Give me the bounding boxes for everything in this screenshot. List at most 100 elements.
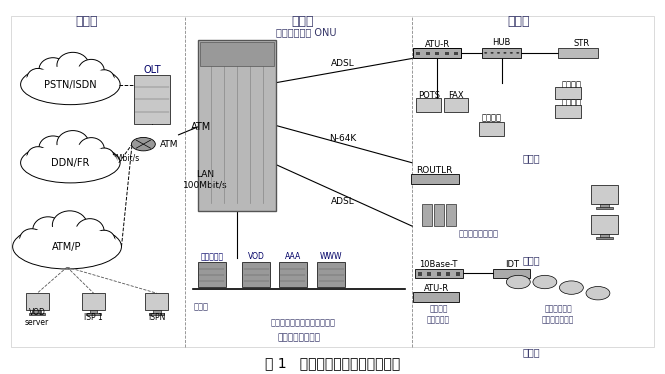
Ellipse shape [78, 138, 104, 160]
Ellipse shape [21, 142, 120, 183]
Bar [411, 174, 459, 184]
Text: WWW: WWW [320, 252, 342, 261]
Bar [153, 310, 160, 314]
Text: HUB: HUB [493, 38, 511, 47]
Circle shape [516, 52, 519, 54]
Text: PSTN/ISDN: PSTN/ISDN [44, 80, 96, 89]
Text: 图 1   智能小区解决方案基本结构: 图 1 智能小区解决方案基本结构 [265, 356, 400, 370]
Bar [437, 272, 441, 276]
Text: ATM/P: ATM/P [53, 242, 82, 252]
Bar [90, 310, 98, 314]
Bar [600, 204, 609, 208]
Text: FAX: FAX [448, 91, 464, 100]
Text: 2Mbit/s: 2Mbit/s [111, 153, 140, 162]
Bar [456, 272, 460, 276]
Circle shape [510, 52, 513, 54]
Bar [414, 48, 462, 58]
Text: 路灯、煤气、停车场等监控台: 路灯、煤气、停车场等监控台 [270, 319, 335, 328]
Ellipse shape [15, 226, 119, 267]
Text: ATM: ATM [191, 122, 211, 132]
Bar [416, 36, 648, 151]
Bar [416, 98, 442, 113]
Bar [483, 48, 521, 58]
Text: ISPN: ISPN [148, 313, 166, 322]
Text: 小区银行、超市等: 小区银行、超市等 [458, 229, 499, 238]
Ellipse shape [20, 229, 44, 249]
Ellipse shape [53, 211, 87, 239]
Bar [418, 272, 422, 276]
Text: VOD: VOD [248, 252, 265, 261]
Text: ISP 1: ISP 1 [84, 313, 103, 322]
Text: OLT: OLT [143, 65, 161, 75]
Bar [422, 204, 432, 226]
Bar [190, 256, 409, 343]
Text: 10Base-T: 10Base-T [420, 260, 458, 269]
Text: 抄表者: 抄表者 [194, 303, 209, 312]
Circle shape [484, 52, 487, 54]
Bar [493, 269, 530, 278]
Bar [149, 313, 164, 315]
Text: ATU-R: ATU-R [424, 284, 449, 293]
Bar [416, 153, 648, 254]
Bar [317, 263, 345, 287]
Bar [596, 208, 613, 209]
Circle shape [586, 286, 610, 300]
Bar [446, 272, 450, 276]
Bar [132, 60, 178, 153]
Bar [558, 48, 598, 58]
Bar [82, 293, 105, 310]
Bar [436, 52, 440, 55]
Text: AAA: AAA [285, 252, 301, 261]
Ellipse shape [23, 66, 118, 103]
Text: STR: STR [573, 39, 589, 48]
Text: 会议电视: 会议电视 [561, 99, 581, 108]
Text: 高速上网: 高速上网 [481, 114, 502, 123]
Text: N-64K: N-64K [329, 134, 356, 143]
Ellipse shape [76, 219, 104, 243]
Text: 可视电话: 可视电话 [561, 80, 581, 89]
Bar [434, 204, 444, 226]
Ellipse shape [21, 64, 120, 105]
Text: ROUTLR: ROUTLR [416, 166, 453, 175]
Text: LAN
100Mbit/s: LAN 100Mbit/s [183, 170, 227, 189]
Bar [200, 42, 274, 65]
Text: VOD
server: VOD server [25, 308, 49, 327]
Bar [416, 256, 648, 345]
Text: IDT: IDT [505, 260, 519, 269]
Text: 小区侧: 小区侧 [291, 15, 314, 28]
Text: POTS: POTS [418, 91, 440, 100]
Bar [242, 263, 270, 287]
Circle shape [559, 281, 583, 294]
Bar [279, 263, 307, 287]
Ellipse shape [78, 59, 104, 82]
Bar [596, 237, 613, 239]
Bar [416, 52, 420, 55]
Ellipse shape [27, 147, 49, 165]
Ellipse shape [93, 230, 115, 249]
Ellipse shape [13, 224, 122, 269]
Text: 宽带带一体化 ONU: 宽带带一体化 ONU [276, 27, 336, 37]
Text: 住户丙: 住户丙 [523, 347, 541, 357]
Bar [145, 293, 168, 310]
Bar [427, 272, 431, 276]
Bar [600, 234, 609, 238]
Circle shape [503, 52, 507, 54]
Bar [25, 293, 49, 310]
Bar [445, 52, 449, 55]
Ellipse shape [39, 58, 67, 81]
Bar [414, 292, 459, 301]
Text: 住户甲: 住户甲 [523, 153, 541, 163]
Bar [479, 122, 504, 137]
Bar [415, 269, 463, 278]
Text: 远程抄表
水、电、气: 远程抄表 水、电、气 [427, 305, 450, 324]
Ellipse shape [94, 70, 114, 87]
Bar [591, 215, 618, 234]
Text: 用户侧: 用户侧 [507, 15, 529, 28]
Text: ADSL: ADSL [331, 59, 354, 68]
Text: 防火、防盗、
防气、紧急呼救: 防火、防盗、 防气、紧急呼救 [542, 305, 575, 324]
Bar [198, 40, 276, 211]
Text: 小区信息管理中心: 小区信息管理中心 [278, 333, 321, 343]
Bar [446, 204, 456, 226]
Circle shape [132, 137, 156, 151]
Ellipse shape [33, 217, 63, 243]
